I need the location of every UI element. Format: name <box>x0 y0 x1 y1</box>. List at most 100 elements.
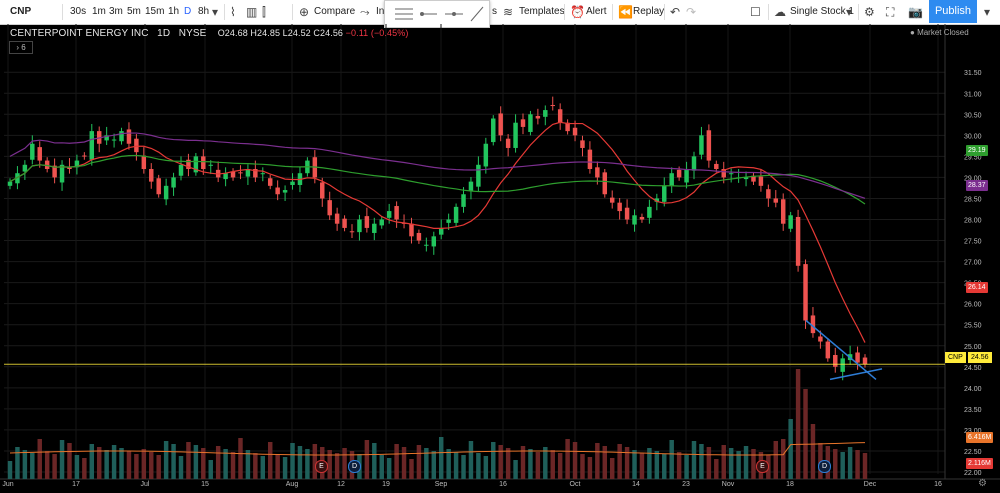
volume-bar <box>171 444 176 479</box>
volume-bar <box>305 449 310 479</box>
candle-body <box>609 197 615 203</box>
earnings-event-marker[interactable]: E <box>315 460 328 473</box>
candle-body <box>751 175 756 182</box>
volume-bar <box>386 458 392 479</box>
volume-bar <box>446 449 451 479</box>
candles-icon[interactable]: ▥ <box>246 5 258 19</box>
templates-icon[interactable]: ≋ <box>503 5 514 19</box>
interval-1h[interactable]: 1h <box>168 6 180 17</box>
candle-body <box>342 218 347 228</box>
interval-d[interactable]: D <box>184 6 192 17</box>
bar-style-icon[interactable]: ⌇ <box>230 5 236 19</box>
volume-bar <box>565 439 570 479</box>
volume-bar <box>201 448 206 479</box>
volume-bar <box>639 453 645 479</box>
interval-8h[interactable]: 8h <box>198 6 210 17</box>
y-tick-label: 26.00 <box>964 302 982 309</box>
fullscreen-icon[interactable]: ⛶ <box>886 5 895 19</box>
symbol-search[interactable]: CNP <box>10 6 32 17</box>
candle-body <box>59 164 65 183</box>
layout-name[interactable]: Single Stock 1 <box>790 6 854 17</box>
volume-bar <box>528 449 533 479</box>
candle-body <box>758 176 764 186</box>
horizontal-lines-icon[interactable] <box>395 8 413 20</box>
compare-plus-icon[interactable]: ⊕ <box>299 5 310 19</box>
volume-bar <box>453 452 459 479</box>
undo-icon[interactable]: ↶ <box>670 5 681 19</box>
dividend-event-marker[interactable]: D <box>348 460 361 473</box>
volume-bar <box>238 438 243 479</box>
candle-body <box>795 216 801 266</box>
candle-body <box>602 172 608 195</box>
interval-30s[interactable]: 30s <box>70 6 87 17</box>
y-tick-label: 28.50 <box>964 196 982 203</box>
price-chart[interactable]: 31.50 31.00 30.50 30.00 29.50 29.00 28.50 28.00… <box>0 24 1000 493</box>
volume-bar <box>15 447 20 479</box>
volume-bar <box>773 441 779 479</box>
volume-bar <box>691 441 697 479</box>
chart-settings-gear-icon[interactable]: ⚙ <box>978 478 987 489</box>
horizontal-ray-icon[interactable] <box>420 12 438 16</box>
volume-bar <box>647 448 652 479</box>
toolbar-divider <box>768 4 769 20</box>
templates-button[interactable]: Templates <box>519 6 565 17</box>
alert-icon[interactable]: ⏰ <box>570 5 585 19</box>
interval-15m[interactable]: 15m <box>145 6 165 17</box>
replay-button[interactable]: Replay <box>633 6 665 17</box>
publish-button[interactable]: Publish <box>929 0 977 23</box>
volume-bar <box>223 449 228 479</box>
horizontal-line-icon[interactable] <box>445 12 463 16</box>
volume-bar <box>424 448 429 479</box>
dividend-event-marker[interactable]: D <box>818 460 831 473</box>
trend-line-icon[interactable] <box>470 6 484 22</box>
volume-bar <box>163 441 169 479</box>
indicators-button[interactable]: In <box>376 6 385 17</box>
candle-body <box>156 178 161 195</box>
volume-bar <box>416 445 422 479</box>
layout-grid-icon[interactable]: ☐ <box>750 5 761 19</box>
market-closed-status: ● Market Closed <box>910 28 969 37</box>
camera-icon[interactable]: 📷 <box>908 5 923 19</box>
y-tick-label: 24.50 <box>964 365 982 372</box>
volume-bar <box>483 456 489 479</box>
candle-body <box>840 358 845 372</box>
cloud-icon[interactable]: ☁ <box>774 5 786 19</box>
interval-1m[interactable]: 1m <box>92 6 106 17</box>
volume-bar <box>253 453 258 479</box>
volume-bar <box>141 449 147 479</box>
x-tick-label: Dec <box>864 481 877 488</box>
redo-icon[interactable]: ↷ <box>686 5 697 19</box>
replay-icon[interactable]: ⏪ <box>618 5 633 19</box>
volume-bar <box>855 450 860 479</box>
chevron-down-icon[interactable]: ▾ <box>846 5 853 19</box>
y-tick-label: 23.00 <box>964 428 982 435</box>
volume-bar <box>833 449 838 479</box>
volume-bar <box>282 457 288 479</box>
volume-bar <box>379 455 384 479</box>
chevron-down-icon[interactable]: ▾ <box>212 5 219 19</box>
candle-body <box>386 211 392 218</box>
candle-body <box>364 216 370 228</box>
green-ma-badge: 29.19 <box>966 145 988 156</box>
toolbar-divider <box>62 4 63 20</box>
gear-icon[interactable]: ⚙ <box>864 5 875 19</box>
alert-button[interactable]: Alert <box>586 6 607 17</box>
volume-bar <box>186 442 191 479</box>
chevron-down-icon[interactable]: ▾ <box>984 5 991 19</box>
legend-open: O24.68 <box>217 28 248 38</box>
candle-body <box>201 156 206 169</box>
indicators-icon[interactable]: ⤳ <box>360 5 370 19</box>
interval-3m[interactable]: 3m <box>109 6 123 17</box>
earnings-event-marker[interactable]: E <box>756 460 769 473</box>
compare-button[interactable]: Compare <box>314 6 356 17</box>
indicators-collapse-button[interactable]: › 6 <box>9 41 33 54</box>
volume-bar <box>491 442 496 479</box>
candle-body <box>260 173 266 175</box>
volume-bar <box>654 451 660 479</box>
candle-body <box>810 315 816 334</box>
candle-body <box>468 181 474 191</box>
interval-5m[interactable]: 5m <box>127 6 141 17</box>
indicator-candles-icon[interactable]: ⫿ <box>262 5 266 19</box>
volume-bar <box>193 445 199 479</box>
volume-bar <box>267 442 273 479</box>
